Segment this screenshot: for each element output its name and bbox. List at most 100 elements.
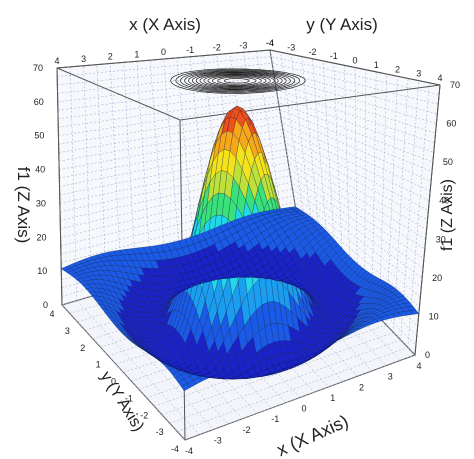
wall-gridline	[393, 78, 409, 333]
floor-gridline	[169, 339, 401, 424]
z-tick-label-left: 40	[35, 165, 45, 175]
top-y-tick-label: 2	[395, 64, 400, 74]
z-tick-label-right: 60	[446, 119, 456, 129]
top-y-tick-label: -4	[266, 38, 274, 48]
top-x-tick-label: 3	[81, 54, 86, 64]
z-tick-label-left: 60	[34, 97, 44, 107]
x-tick-label: 0	[301, 404, 306, 414]
floor-gridline	[177, 347, 408, 432]
floor-gridline	[154, 324, 387, 407]
y-tick-label: -1	[125, 393, 133, 403]
wall-gridline	[57, 76, 437, 124]
contour-line	[195, 73, 279, 89]
z-tick-label-left: 20	[37, 232, 47, 242]
box-edge	[414, 84, 441, 356]
wall-gridline	[354, 67, 358, 296]
y-tick-label: 4	[49, 309, 54, 319]
x-tick-label: -2	[242, 425, 250, 435]
wall-gridline	[83, 65, 92, 297]
z-tick-label-left: 30	[36, 198, 46, 208]
wall-gridline	[312, 58, 329, 266]
wall-gridline	[364, 69, 366, 303]
x-tick-label: 1	[330, 393, 335, 403]
wall-gridline	[59, 148, 427, 230]
wall-gridline	[163, 58, 182, 271]
top-y-tick-label: -2	[308, 47, 316, 57]
wall-gridline	[58, 109, 433, 173]
wall-gridline	[280, 52, 308, 243]
floor-gridline	[184, 354, 416, 441]
contour-line	[170, 68, 306, 94]
surface-mesh	[60, 105, 420, 392]
x-tick-label: -1	[271, 414, 279, 424]
y-tick-label: 2	[80, 343, 85, 353]
z-tick-label-right: 10	[429, 311, 439, 321]
y-tick-label: 3	[65, 326, 70, 336]
contour-line	[223, 78, 250, 84]
top-y-tick-label: 4	[437, 73, 442, 83]
top-x-tick-label: 1	[134, 49, 139, 59]
wall-gridline	[378, 74, 388, 318]
top-y-tick-label: -3	[287, 42, 295, 52]
top-x-tick-label: -2	[213, 43, 221, 53]
top-x-tick-label: 2	[108, 52, 113, 62]
x-tick-label: 4	[416, 361, 421, 371]
y-tick-label: -2	[140, 410, 148, 420]
contour-line	[179, 70, 296, 92]
wall-gridline	[57, 82, 436, 134]
floor-gridline	[61, 304, 186, 441]
contour-line	[217, 76, 257, 85]
axis-ticks: 001010202030304040505060607070-4-3-2-101…	[33, 38, 460, 456]
top-x-tick-label: 4	[54, 56, 59, 66]
z-tick-label-right: 0	[425, 350, 430, 360]
x-tick-label: 2	[359, 382, 364, 392]
contour-line	[188, 71, 287, 91]
contour-line	[191, 72, 283, 90]
z-tick-label-left: 50	[34, 131, 44, 141]
wall-gridline	[322, 60, 337, 273]
contour-line	[175, 69, 301, 93]
y-tick-label: 0	[111, 377, 116, 387]
floor-gridline	[161, 332, 394, 415]
top-x-axis-label: x (X Axis)	[129, 15, 201, 34]
wall-gridline	[58, 102, 433, 163]
z-axis-label-right: f1 (Z Axis)	[439, 179, 456, 251]
wall-gridline	[57, 62, 439, 105]
x-axis-label: x (X Axis)	[274, 411, 352, 459]
x-tick-label: -4	[185, 446, 193, 456]
x-tick-label: 3	[388, 372, 393, 382]
top-x-tick-label: -1	[186, 45, 194, 55]
top-y-tick-label: -1	[330, 51, 338, 61]
z-tick-label-right: 20	[432, 273, 442, 283]
y-tick-label: 1	[96, 360, 101, 370]
top-x-tick-label: 0	[161, 47, 166, 57]
z-tick-label-left: 0	[43, 300, 48, 310]
contour-line	[207, 75, 267, 87]
z-tick-label-right: 70	[450, 80, 460, 90]
top-contour-projection	[170, 68, 306, 94]
wall-gridline	[57, 69, 438, 115]
top-x-tick-label: -3	[239, 40, 247, 50]
surface-patch	[60, 265, 71, 271]
z-tick-label-right: 50	[443, 157, 453, 167]
z-tick-label-right: 30	[436, 234, 446, 244]
wall-gridline	[400, 80, 419, 341]
z-tick-label-left: 10	[37, 266, 47, 276]
top-y-tick-label: 0	[352, 56, 357, 66]
z-axis-label-left: f1 (Z Axis)	[14, 167, 33, 244]
z-tick-label-left: 70	[33, 63, 43, 73]
wall-gridline	[70, 66, 78, 301]
wall-gridline	[136, 61, 152, 279]
contour-line	[212, 75, 262, 86]
contour-line	[184, 70, 291, 92]
wall-gridline	[176, 57, 197, 266]
wall-gridline	[57, 56, 440, 95]
box-edge	[56, 67, 63, 306]
wall-gridline	[344, 65, 351, 288]
top-y-tick-label: 1	[374, 60, 379, 70]
top-y-axis-label: y (Y Axis)	[306, 15, 377, 34]
wall-gridline	[407, 82, 430, 348]
y-tick-label: -4	[171, 444, 179, 454]
